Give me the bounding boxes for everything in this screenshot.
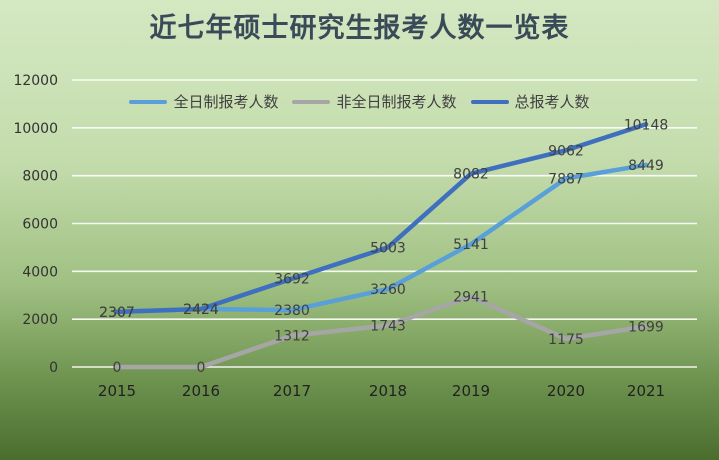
- y-tick-label: 0: [49, 360, 58, 376]
- legend-swatch-parttime: [292, 99, 331, 104]
- y-tick-label: 6000: [22, 217, 58, 233]
- data-label-total: 5003: [370, 240, 406, 256]
- x-tick-label: 2015: [98, 382, 136, 400]
- y-tick-label: 12000: [13, 73, 58, 89]
- data-label-parttime: 0: [197, 360, 206, 376]
- y-tick-label: 2000: [22, 312, 58, 328]
- data-label-parttime: 2941: [453, 290, 489, 306]
- data-label-fulltime: 7887: [548, 171, 584, 187]
- legend-label-total: 总报考人数: [514, 93, 590, 111]
- data-label-fulltime: 2424: [183, 302, 219, 318]
- legend-label-parttime: 非全日制报考人数: [336, 93, 457, 111]
- data-label-parttime: 1743: [370, 318, 406, 334]
- x-tick-label: 2016: [182, 382, 220, 400]
- legend-swatch-total: [470, 99, 509, 104]
- data-label-parttime: 1312: [274, 329, 310, 345]
- legend-label-fulltime: 全日制报考人数: [173, 93, 279, 111]
- data-label-parttime: 1175: [548, 332, 584, 348]
- series-line-total: [114, 122, 649, 315]
- data-label-total: 3692: [274, 272, 310, 288]
- data-label-total: 10148: [624, 117, 669, 133]
- data-label-total: 2307: [99, 305, 135, 321]
- data-label-fulltime: 8449: [628, 158, 664, 174]
- data-label-parttime: 1699: [628, 319, 664, 335]
- legend-item-parttime: 非全日制报考人数: [292, 91, 457, 112]
- data-label-total: 9062: [548, 143, 584, 159]
- chart-title: 近七年硕士研究生报考人数一览表: [149, 13, 570, 44]
- y-tick-label: 4000: [22, 264, 58, 280]
- x-tick-label: 2021: [627, 382, 665, 400]
- x-tick-label: 2018: [369, 382, 407, 400]
- x-tick-label: 2017: [273, 382, 311, 400]
- x-tick-label: 2019: [452, 382, 490, 400]
- series-line-parttime: [114, 294, 649, 370]
- legend-item-fulltime: 全日制报考人数: [129, 91, 278, 112]
- y-tick-label: 8000: [22, 169, 58, 185]
- data-label-total: 2424: [183, 302, 219, 318]
- data-label-fulltime: 3260: [370, 282, 406, 298]
- data-label-fulltime: 2307: [99, 305, 135, 321]
- data-label-fulltime: 2380: [274, 303, 310, 319]
- legend-item-total: 总报考人数: [470, 91, 590, 112]
- data-label-total: 8082: [453, 167, 489, 183]
- legend: 全日制报考人数 非全日制报考人数 总报考人数: [0, 91, 719, 112]
- y-tick-label: 10000: [13, 121, 58, 137]
- data-label-parttime: 0: [113, 360, 122, 376]
- x-tick-label: 2020: [547, 382, 585, 400]
- legend-swatch-fulltime: [129, 99, 168, 104]
- data-label-fulltime: 5141: [453, 237, 489, 253]
